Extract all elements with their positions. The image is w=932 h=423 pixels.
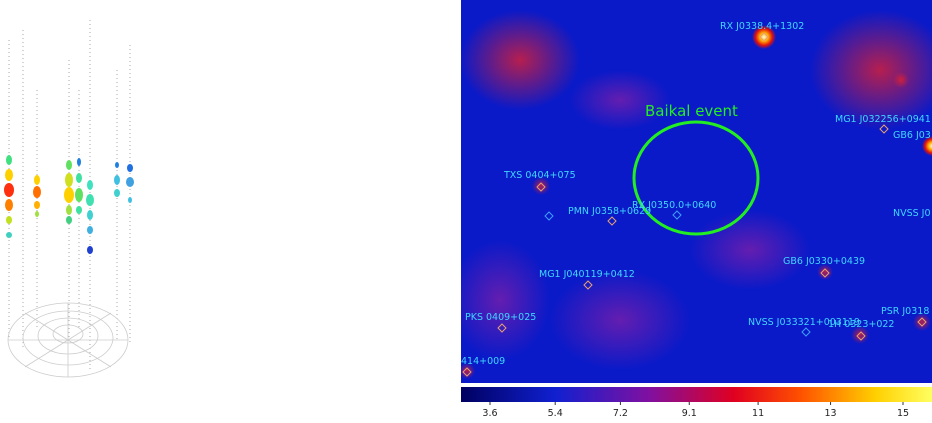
- sky-map: Baikal event RX J0338.4+1302 MG1 J032256…: [461, 0, 932, 383]
- source-label: PSR J0318: [881, 306, 929, 317]
- colorbar-tick-label: 13: [825, 408, 837, 419]
- source-label: PMN J0358+0629: [568, 206, 651, 217]
- source-label: GB6 J03: [893, 130, 931, 141]
- event-label: Baikal event: [645, 102, 738, 120]
- colorbar-tick-label: 11: [752, 408, 764, 419]
- source-label: NVSS J0: [893, 208, 931, 219]
- source-label: 1H 0323+022: [828, 319, 894, 330]
- source-label: MG1 J032256+0941: [835, 114, 931, 125]
- source-label: TXS 0404+075: [503, 170, 576, 181]
- colorbar: [461, 387, 932, 402]
- colorbar-tick-label: 15: [897, 408, 909, 419]
- colorbar-tick-label: 9.1: [682, 408, 697, 419]
- event-circle: [632, 120, 760, 236]
- colorbar-tick-label: 7.2: [613, 408, 628, 419]
- colorbar-tick-label: 3.6: [482, 408, 497, 419]
- source-label: NVSS J033321+003119: [748, 317, 860, 328]
- source-label: PKS 0409+025: [465, 312, 536, 323]
- source-label: GB6 J0330+0439: [783, 256, 865, 267]
- source-label: 414+009: [461, 356, 505, 367]
- detector-base: [7, 302, 129, 378]
- source-label: MG1 J040119+0412: [539, 269, 635, 280]
- source-label: RX J0350.0+0640: [632, 200, 716, 211]
- colorbar-tick-label: 5.4: [548, 408, 563, 419]
- colorbar-ticks: 3.6 5.4 7.2 9.1 11 13 15: [482, 402, 909, 419]
- detector-hits: [4, 155, 134, 254]
- source-label: RX J0338.4+1302: [720, 21, 804, 32]
